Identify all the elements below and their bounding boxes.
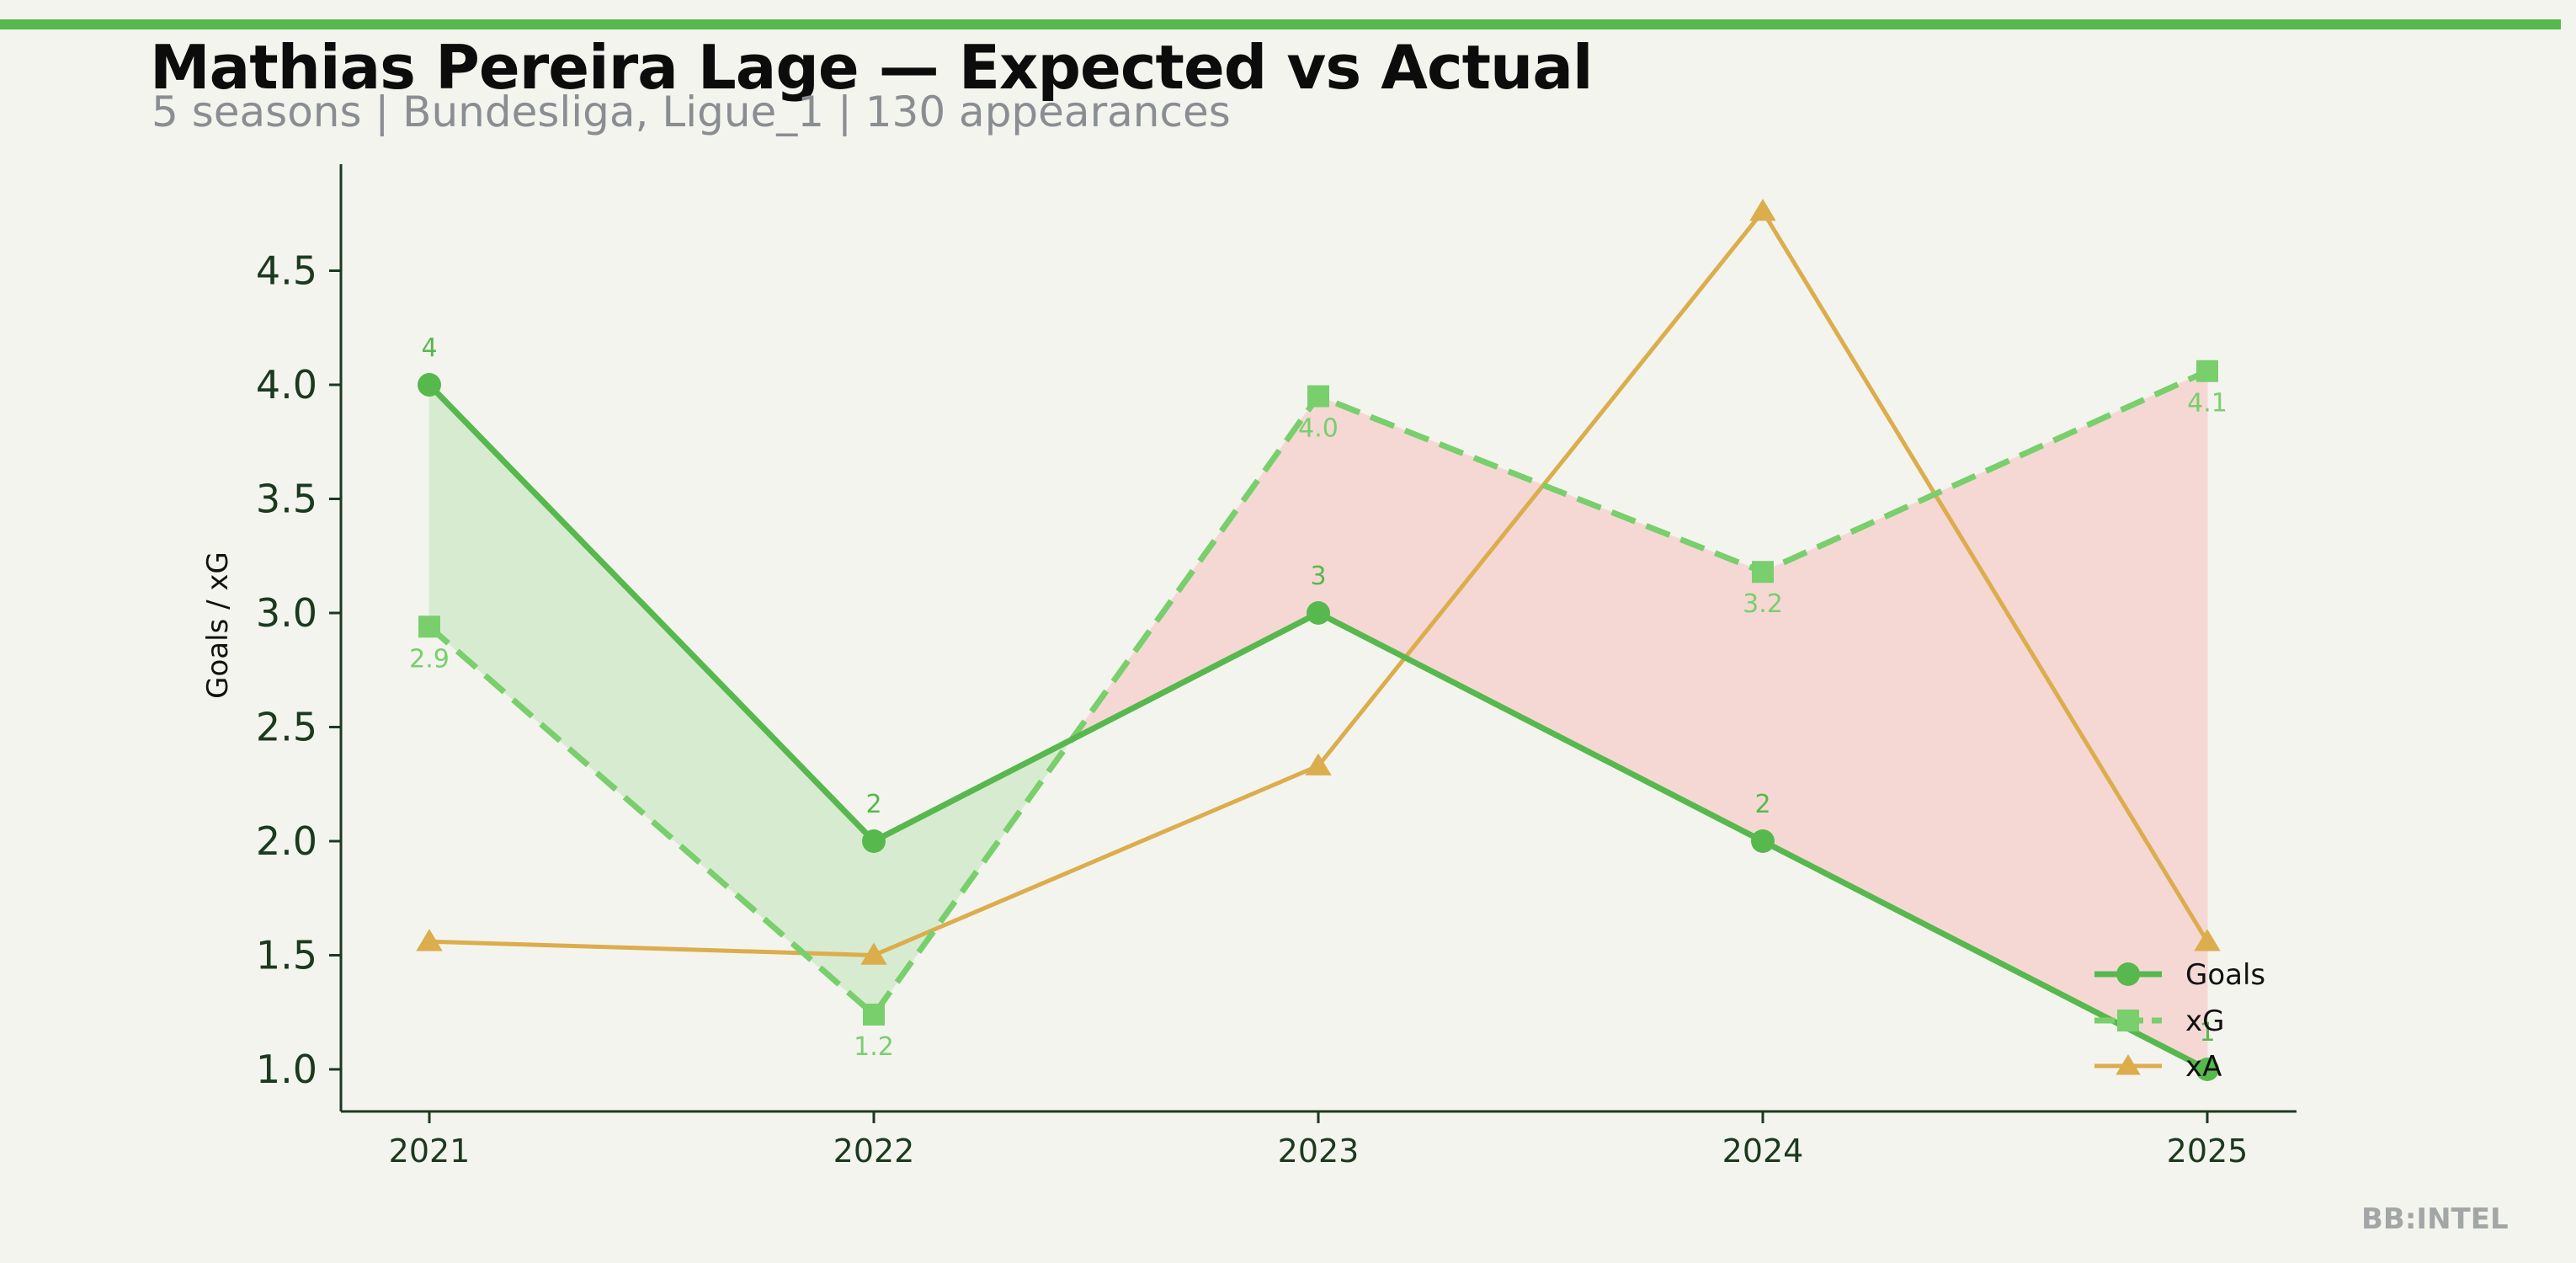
xa-point bbox=[860, 942, 887, 965]
y-tick-label: 3.5 bbox=[256, 477, 317, 522]
xa-point bbox=[416, 929, 443, 951]
performance-fill-area bbox=[428, 370, 2208, 1070]
y-axis-label: Goals / xG bbox=[201, 552, 235, 699]
xg-point bbox=[1307, 385, 1329, 408]
xg-data-label: 1.2 bbox=[854, 1032, 894, 1062]
goals-point bbox=[1307, 601, 1330, 625]
y-tick-label: 3.0 bbox=[256, 590, 317, 636]
legend-label: Goals bbox=[2185, 958, 2265, 992]
x-tick-label: 2021 bbox=[389, 1132, 471, 1170]
xg-data-label: 4.1 bbox=[2187, 389, 2227, 418]
goals-data-label: 2 bbox=[865, 790, 881, 819]
xg-point bbox=[418, 616, 440, 638]
xa-point bbox=[2194, 929, 2221, 951]
y-tick-label: 1.0 bbox=[256, 1047, 317, 1092]
legend-label: xG bbox=[2185, 1005, 2224, 1038]
goals-point bbox=[862, 829, 886, 853]
xg-data-label: 2.9 bbox=[409, 644, 450, 674]
x-tick-label: 2022 bbox=[833, 1132, 915, 1170]
goals-data-label: 1 bbox=[2199, 1018, 2215, 1047]
legend-xg-marker bbox=[2117, 1010, 2139, 1031]
data-labels: 4 2 3 2 1 2.9 1.2 4.0 3.2 4.1 bbox=[409, 333, 2227, 1062]
x-tick-label: 2025 bbox=[2167, 1132, 2249, 1170]
xa-point bbox=[1305, 753, 1332, 775]
x-tick-label: 2023 bbox=[1278, 1132, 1360, 1170]
x-tick-label: 2024 bbox=[1722, 1132, 1804, 1170]
legend-label: xA bbox=[2185, 1050, 2222, 1084]
y-tick-label: 1.5 bbox=[256, 933, 317, 978]
chart-series bbox=[416, 199, 2221, 1081]
xg-data-label: 4.0 bbox=[1298, 414, 1339, 444]
y-tick-label: 2.0 bbox=[256, 818, 317, 864]
goals-data-label: 4 bbox=[421, 333, 437, 363]
goals-data-label: 2 bbox=[1754, 790, 1770, 819]
legend-xa-marker bbox=[2116, 1054, 2141, 1075]
goals-point bbox=[418, 373, 441, 397]
underperformance-fill-3 bbox=[1317, 395, 1764, 842]
y-tick-label: 4.0 bbox=[256, 362, 317, 408]
watermark-logo: BB:INTEL bbox=[2361, 1202, 2509, 1236]
goals-point bbox=[1751, 829, 1775, 853]
xa-point bbox=[1749, 199, 1776, 221]
xg-point bbox=[1752, 561, 1774, 584]
chart-axes: 1.0 1.5 2.0 2.5 3.0 3.5 4.0 4.5 2021 2022 2023 2024… bbox=[201, 164, 2297, 1170]
goals-point bbox=[2195, 1058, 2219, 1081]
xg-point bbox=[2196, 360, 2218, 382]
underperformance-fill-2 bbox=[1071, 394, 1319, 741]
accent-bar bbox=[0, 19, 2561, 29]
y-tick-label: 2.5 bbox=[256, 705, 317, 750]
chart-title: Mathias Pereira Lage — Expected vs Actua… bbox=[150, 32, 1594, 103]
chart-legend: Goals xG xA bbox=[2094, 958, 2265, 1084]
overperformance-fill-0 bbox=[428, 383, 875, 1016]
y-tick-label: 4.5 bbox=[256, 248, 317, 294]
xg-data-label: 3.2 bbox=[1743, 589, 1783, 619]
underperformance-fill-4 bbox=[1762, 370, 2208, 1070]
legend-goals-marker bbox=[2116, 962, 2140, 986]
goals-data-label: 3 bbox=[1310, 562, 1326, 591]
xg-point bbox=[863, 1003, 885, 1026]
chart-subtitle: 5 seasons | Bundesliga, Ligue_1 | 130 ap… bbox=[152, 88, 1231, 136]
